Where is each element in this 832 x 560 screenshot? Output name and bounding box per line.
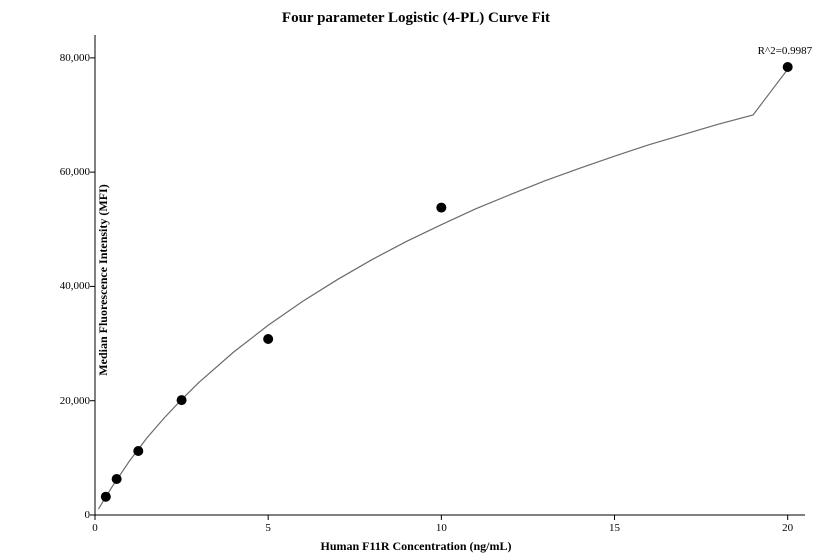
- x-tick-label: 20: [782, 522, 793, 534]
- y-tick-label: 40,000: [60, 280, 90, 292]
- x-tick-label: 5: [265, 522, 271, 534]
- chart-container: Four parameter Logistic (4-PL) Curve Fit…: [0, 0, 832, 560]
- y-tick-label: 60,000: [60, 166, 90, 178]
- x-tick-label: 0: [92, 522, 98, 534]
- plot-svg: [0, 0, 832, 560]
- y-tick-label: 80,000: [60, 52, 90, 64]
- y-tick-label: 0: [85, 509, 91, 521]
- y-tick-label: 20,000: [60, 395, 90, 407]
- x-tick-label: 15: [609, 522, 620, 534]
- x-tick-label: 10: [436, 522, 447, 534]
- r-squared-label: R^2=0.9987: [758, 45, 812, 57]
